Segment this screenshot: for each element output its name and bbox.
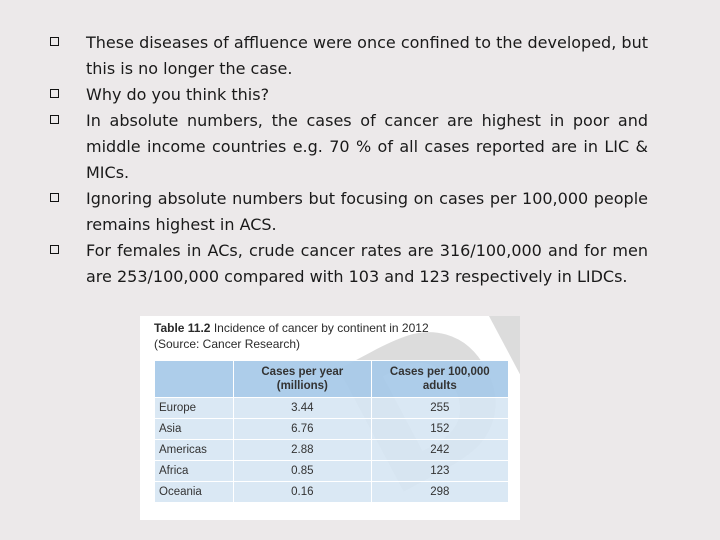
cases-per-year-cell: 2.88	[233, 439, 372, 461]
checkbox-bullet-icon	[50, 37, 59, 46]
cases-per-year-cell: 0.85	[233, 460, 372, 482]
column-header	[154, 360, 234, 398]
cases-per-100000-cell: 242	[370, 439, 510, 461]
bullet-item: These diseases of affluence were once co…	[48, 30, 648, 82]
table-source: (Source: Cancer Research)	[154, 337, 301, 351]
bullet-item: In absolute numbers, the cases of cancer…	[48, 108, 648, 186]
checkbox-bullet-icon	[50, 115, 59, 124]
cases-per-year-cell: 3.44	[233, 397, 372, 419]
bullet-item: Why do you think this?	[48, 82, 648, 108]
continent-cell: Europe	[154, 397, 234, 419]
continent-cell: Africa	[154, 460, 234, 482]
table-title: Incidence of cancer by continent in 2012	[210, 321, 429, 335]
bullet-text: In absolute numbers, the cases of cancer…	[86, 111, 648, 182]
continent-cell: Oceania	[154, 481, 234, 503]
cases-per-100000-cell: 255	[370, 397, 510, 419]
bullet-text: Why do you think this?	[86, 85, 270, 104]
table-header-row: Cases per year (millions) Cases per 100,…	[154, 360, 510, 398]
table-image: DR Table 11.2 Incidence of cancer by con…	[140, 316, 520, 520]
bullet-text: For females in ACs, crude cancer rates a…	[86, 241, 648, 286]
checkbox-bullet-icon	[50, 193, 59, 202]
bullet-item: For females in ACs, crude cancer rates a…	[48, 238, 648, 290]
bullet-text: These diseases of affluence were once co…	[86, 33, 648, 78]
table-row: Americas 2.88 242	[154, 439, 510, 461]
table-row: Africa 0.85 123	[154, 460, 510, 482]
cases-per-year-cell: 0.16	[233, 481, 372, 503]
bullet-item: Ignoring absolute numbers but focusing o…	[48, 186, 648, 238]
checkbox-bullet-icon	[50, 245, 59, 254]
column-header: Cases per 100,000 adults	[370, 360, 510, 398]
cases-per-year-cell: 6.76	[233, 418, 372, 440]
table-number: Table 11.2	[154, 321, 211, 335]
cancer-incidence-table: Cases per year (millions) Cases per 100,…	[154, 360, 510, 503]
bullet-list: These diseases of affluence were once co…	[48, 30, 648, 290]
bullet-text: Ignoring absolute numbers but focusing o…	[86, 189, 648, 234]
continent-cell: Asia	[154, 418, 234, 440]
table-row: Oceania 0.16 298	[154, 481, 510, 503]
cases-per-100000-cell: 298	[370, 481, 510, 503]
column-header: Cases per year (millions)	[233, 360, 372, 398]
cases-per-100000-cell: 152	[370, 418, 510, 440]
checkbox-bullet-icon	[50, 89, 59, 98]
cases-per-100000-cell: 123	[370, 460, 510, 482]
continent-cell: Americas	[154, 439, 234, 461]
table-caption: Table 11.2 Incidence of cancer by contin…	[154, 320, 429, 352]
table-row: Asia 6.76 152	[154, 418, 510, 440]
table-row: Europe 3.44 255	[154, 397, 510, 419]
